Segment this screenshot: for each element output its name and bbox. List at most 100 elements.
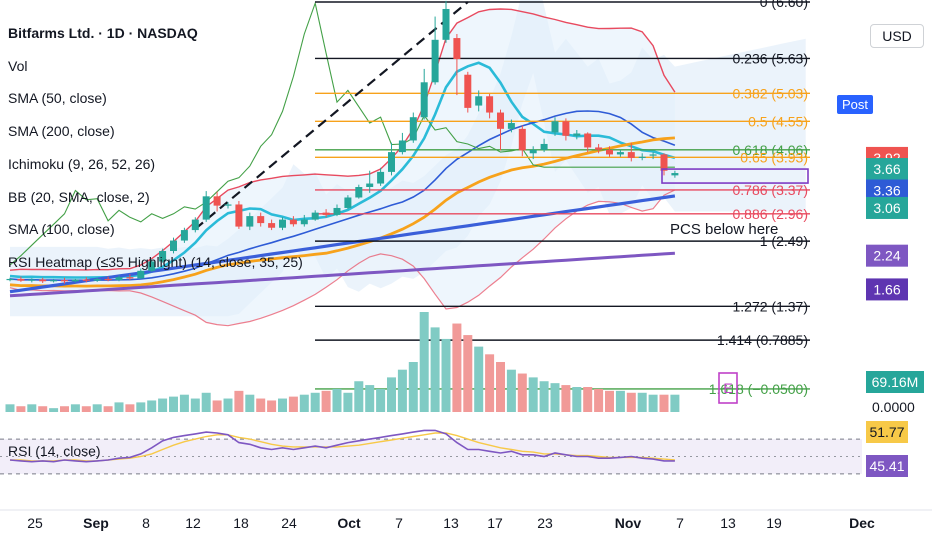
x-axis-label: 24 — [281, 515, 297, 531]
fib-level-label-2: 0.382 (5.03) — [733, 85, 809, 101]
x-axis-label: 18 — [233, 515, 249, 531]
volume-bar — [637, 392, 647, 412]
volume-bar — [550, 383, 560, 412]
legend-rsi-heatmap[interactable]: RSI Heatmap (≤35 Highlight) (14, close, … — [8, 254, 303, 270]
price-tag: 2.24 — [866, 244, 908, 267]
legend-sma-200[interactable]: SMA (200, close) — [8, 123, 115, 139]
candle-body — [213, 196, 221, 206]
candle-body — [148, 261, 156, 271]
volume-bar — [103, 406, 113, 412]
price-tag-bg — [866, 158, 908, 181]
legend-sma-100[interactable]: SMA (100, close) — [8, 221, 115, 237]
volume-bar — [365, 385, 375, 412]
price-tag-label: 2.24 — [873, 248, 900, 264]
price-tag: 3.06 — [866, 196, 908, 219]
volume-bar — [670, 394, 680, 412]
post-market-label: Post — [837, 95, 874, 114]
volume-tag-bg — [866, 371, 924, 393]
volume-bar — [223, 398, 233, 412]
volume-bar — [397, 369, 407, 412]
x-axis-label: Oct — [337, 515, 361, 531]
volume-zero-label: 0.0000 — [872, 399, 915, 415]
volume-bar — [430, 327, 440, 412]
candle-body — [170, 240, 177, 252]
candle-body — [529, 149, 537, 154]
volume-bar — [321, 390, 331, 412]
volume-bar — [158, 398, 168, 412]
lagging-span — [9, 1, 675, 266]
candle-body — [268, 223, 276, 228]
bollinger-upper — [9, 8, 676, 271]
volume-bar — [485, 354, 495, 412]
price-tag-label: 3.36 — [873, 183, 900, 199]
candle-body — [388, 152, 395, 172]
volume-bar — [452, 323, 462, 412]
legend-ichimoku[interactable]: Ichimoku (9, 26, 52, 26) — [8, 156, 156, 172]
price-tag-label: 1.66 — [873, 281, 900, 297]
volume-bar — [332, 388, 342, 412]
price-tag: 3.66 — [866, 158, 908, 181]
candle-body — [71, 279, 79, 282]
x-axis-label: Sep — [83, 515, 109, 531]
rsi-tag-bg-2 — [866, 455, 908, 477]
candle-body — [606, 149, 613, 155]
volume-bar — [605, 390, 614, 412]
legend-rsi[interactable]: RSI (14, close) — [8, 443, 101, 459]
volume-bar — [27, 404, 37, 412]
candle-body — [61, 280, 68, 282]
x-axis-label: 13 — [720, 515, 736, 531]
volume-bar — [506, 369, 516, 412]
candle-body — [6, 278, 14, 281]
rsi-line — [9, 429, 675, 463]
candle-body — [104, 278, 112, 281]
candle-body — [398, 140, 406, 153]
volume-bar — [70, 404, 80, 412]
volume-bar — [234, 390, 244, 412]
volume-bar — [626, 392, 636, 412]
candle-body — [616, 152, 624, 155]
volume-bar — [310, 392, 320, 412]
fib-level-label-3: 0.5 (4.55) — [748, 113, 808, 129]
price-tag-bg — [866, 179, 908, 202]
volume-bar — [561, 385, 571, 412]
legend-bollinger[interactable]: BB (20, SMA, close, 2) — [8, 189, 150, 205]
x-axis-label: Dec — [849, 515, 875, 531]
candle-body — [126, 277, 134, 279]
volume-bar — [125, 404, 135, 412]
volume-bar — [517, 373, 527, 412]
legend-volume[interactable]: Vol — [8, 58, 28, 74]
currency-button[interactable]: USD — [870, 24, 924, 48]
rsi-tag-label-1: 51.77 — [869, 424, 904, 440]
candle-body — [453, 38, 461, 60]
candle-body — [322, 212, 330, 215]
candle-body — [475, 96, 483, 106]
candle-body — [235, 204, 243, 227]
volume-bar — [539, 381, 549, 412]
volume-tag-label: 69.16M — [872, 374, 919, 390]
fib-level-label-7: 0.886 (2.96) — [733, 206, 809, 222]
volume-bar — [376, 388, 386, 412]
volume-bar — [92, 404, 102, 412]
x-axis-label: 13 — [443, 515, 459, 531]
volume-bar — [594, 388, 604, 412]
candle-body — [93, 278, 101, 281]
volume-bar — [49, 408, 59, 412]
volume-bar — [528, 377, 538, 412]
x-axis-label: 8 — [142, 515, 150, 531]
volume-bar — [212, 400, 222, 412]
x-axis-label: 7 — [395, 515, 403, 531]
candle-body — [289, 219, 297, 225]
candle-body — [584, 133, 592, 148]
volume-bar — [256, 398, 266, 412]
candle-body — [486, 96, 494, 113]
candle-body — [497, 112, 504, 129]
candle-body — [180, 230, 188, 241]
volume-bar — [648, 394, 658, 412]
legend-sma-50[interactable]: SMA (50, close) — [8, 90, 107, 106]
price-tag-bg — [866, 278, 908, 301]
x-axis-label: 12 — [185, 515, 201, 531]
candle-body — [649, 154, 657, 156]
candle-body — [409, 117, 417, 141]
